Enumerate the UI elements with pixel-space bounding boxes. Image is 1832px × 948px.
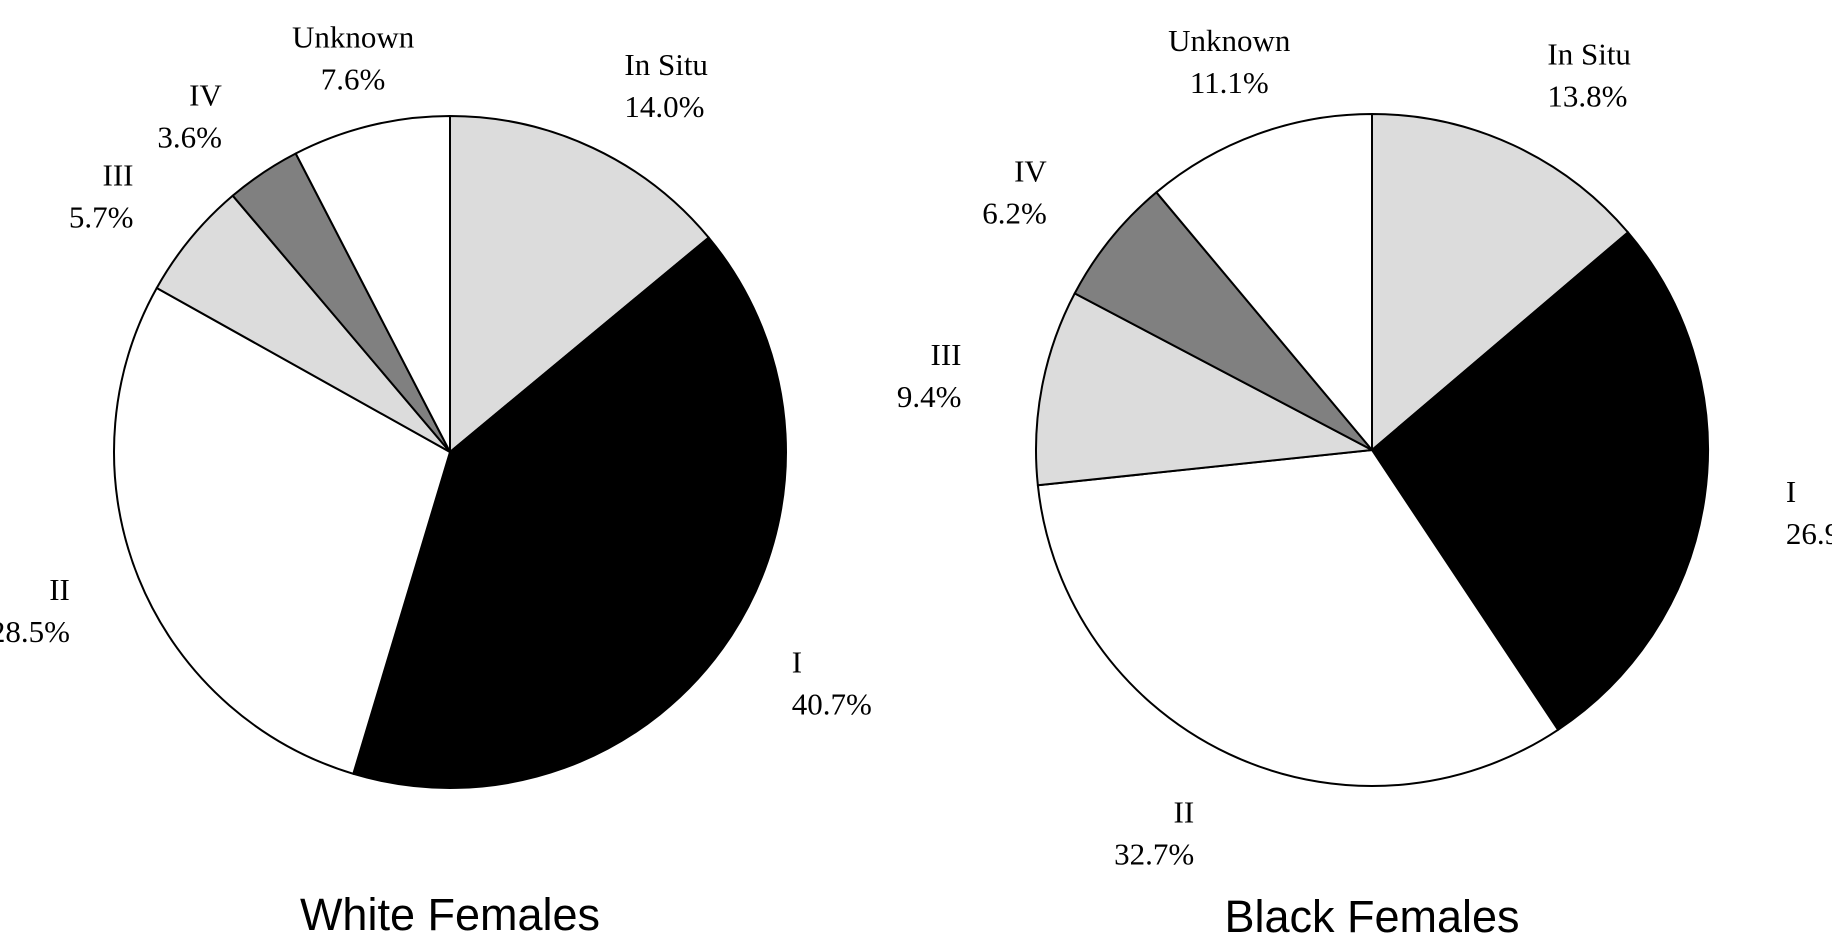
slice-value-label: 14.0% xyxy=(624,89,704,124)
pie-slices xyxy=(113,115,787,789)
slice-category-label: IV xyxy=(1014,153,1047,188)
pie-chart-black-females: In Situ 13.8% I 26.9% II 32.7% III 9.4% IV 6.2% Un… xyxy=(897,23,1832,942)
slice-category-label: In Situ xyxy=(624,47,708,82)
pie-slice-in-situ xyxy=(1371,113,1629,451)
pie-slice-i xyxy=(1371,231,1709,731)
slice-category-label: IV xyxy=(189,77,222,112)
slice-category-label: Unknown xyxy=(292,20,415,55)
pie-slice-ii xyxy=(113,286,451,775)
slice-value-label: 26.9% xyxy=(1786,516,1832,551)
pie-slice-in-situ xyxy=(449,115,710,453)
slice-value-label: 5.7% xyxy=(69,199,134,234)
chart-title: Black Females xyxy=(1224,891,1519,942)
pie-labels: In Situ 14.0% I 40.7% II 28.5% III 5.7% IV 3.6% Un… xyxy=(0,20,872,722)
slice-value-label: 6.2% xyxy=(982,195,1047,230)
pie-slice-unknown xyxy=(1155,113,1373,451)
slice-category-label: II xyxy=(49,572,70,607)
slice-value-label: 9.4% xyxy=(897,379,962,414)
pie-labels: In Situ 13.8% I 26.9% II 32.7% III 9.4% IV 6.2% Un… xyxy=(897,23,1832,871)
pie-slices xyxy=(1035,113,1709,787)
pie-slice-i xyxy=(352,236,787,789)
pie-chart-white-females: In Situ 14.0% I 40.7% II 28.5% III 5.7% IV 3.6% Un… xyxy=(0,20,872,940)
pie-slice-unknown xyxy=(294,115,451,453)
slice-category-label: I xyxy=(1786,474,1796,509)
slice-category-label: In Situ xyxy=(1547,37,1631,72)
slice-value-label: 40.7% xyxy=(792,687,872,722)
pie-slice-ii xyxy=(1036,449,1560,787)
slice-value-label: 7.6% xyxy=(321,62,386,97)
slice-category-label: II xyxy=(1174,794,1195,829)
chart-title: White Females xyxy=(300,889,600,940)
slice-value-label: 3.6% xyxy=(157,119,222,154)
slice-category-label: III xyxy=(103,157,134,192)
slice-value-label: 32.7% xyxy=(1114,836,1194,871)
slice-category-label: Unknown xyxy=(1168,23,1291,58)
slice-value-label: 28.5% xyxy=(0,614,70,649)
slice-value-label: 11.1% xyxy=(1190,65,1269,100)
slice-category-label: III xyxy=(931,337,962,372)
slice-value-label: 13.8% xyxy=(1547,79,1627,114)
slice-category-label: I xyxy=(792,645,802,680)
pie-slice-iii xyxy=(1035,292,1373,487)
pie-slice-iv xyxy=(1073,191,1373,451)
